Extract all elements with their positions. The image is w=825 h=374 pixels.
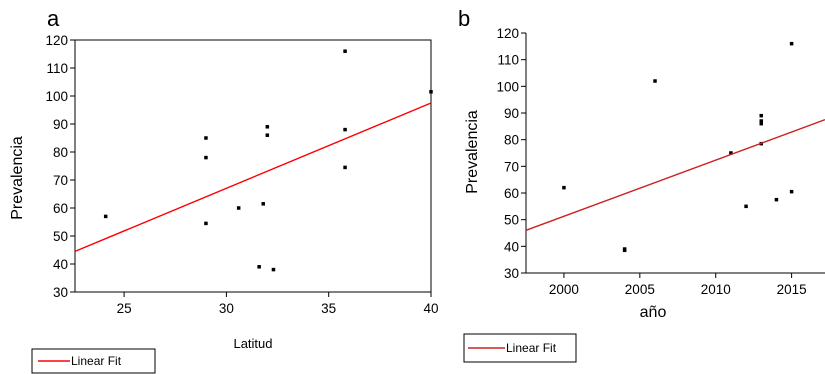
panel-a-y-tick-label: 90 [53, 117, 68, 132]
panel-b-data-point [759, 119, 764, 123]
panel-b-data-point [744, 204, 748, 209]
panel-b-x-tick-label: 2005 [625, 282, 655, 297]
panel-a-data-point [343, 49, 347, 53]
panel-a-y-tick-label: 60 [53, 201, 68, 216]
panel-a-y-tick-label: 70 [53, 173, 68, 188]
panel-a-legend-label: Linear Fit [71, 354, 122, 368]
panel-a-data-point [265, 125, 270, 129]
panel-a-x-tick-label: 35 [321, 301, 336, 316]
panel-a: a Prevalencia Latitud 30 40 50 60 70 80 90 100 1… [9, 6, 439, 374]
panel-b-y-tick-label: 90 [504, 106, 519, 121]
panel-b-x-tick-label: 2000 [549, 282, 579, 297]
panel-a-linear-fit-line [74, 102, 432, 253]
panel-b-y-tick-label: 70 [504, 159, 519, 174]
panel-b-x-axis-title: año [640, 304, 667, 321]
panel-b-data-point [774, 197, 779, 202]
panel-a-data-point [343, 165, 347, 170]
panel-a-plot-frame [74, 39, 432, 293]
panel-a-y-tick-label: 40 [53, 257, 68, 272]
panel-a-data-point [204, 155, 208, 160]
panel-a-data-point [343, 127, 347, 132]
panel-b-y-axis-title: Prevalencia [464, 110, 481, 194]
panel-b-y-tick-label: 40 [504, 239, 519, 254]
panel-b-data-point [622, 248, 627, 253]
panel-b-y-tick-label: 120 [496, 26, 519, 41]
panel-b-data-point [759, 121, 764, 126]
panel-a-data-point [204, 136, 208, 140]
panel-b-linear-fit-line [525, 119, 825, 231]
panel-a-y-tick-label: 50 [53, 229, 68, 244]
panel-a-data-point [103, 214, 108, 219]
panel-b-data-point [759, 113, 764, 118]
panel-a-data-point [261, 202, 265, 206]
panel-b-data-point [789, 189, 794, 194]
panel-a-data-point [271, 267, 276, 272]
panel-a-data-point [236, 206, 241, 210]
panel-a-data-point [429, 90, 433, 94]
panel-b-y-tick-label: 60 [504, 186, 519, 201]
panel-a-y-tick-label: 80 [53, 145, 68, 160]
panel-b-y-tick-label: 30 [504, 266, 519, 281]
panel-a-y-tick-label: 120 [45, 33, 68, 48]
panel-b-data-point [653, 79, 657, 83]
panel-b-x-tick-label: 2015 [777, 282, 807, 297]
panel-a-y-tick-label: 100 [45, 89, 68, 104]
panel-b-legend-label: Linear Fit [506, 341, 557, 355]
panel-a-y-axis-title: Prevalencia [9, 136, 26, 220]
panel-b-y-tick-label: 80 [504, 133, 519, 148]
panel-b-legend: Linear Fit [463, 333, 577, 363]
panel-b-data-point [729, 151, 733, 155]
panel-a-data-point [265, 133, 270, 137]
panel-a-y-tick-label: 30 [53, 285, 68, 300]
panel-b-data-layer: 30 40 50 60 70 80 90 100 110 120 2000 2005 2010 2015 [496, 26, 825, 297]
panel-b-data-point [789, 41, 794, 46]
panel-a-letter: a [47, 6, 60, 31]
panel-a-legend: Linear Fit [31, 348, 156, 374]
panel-a-data-point [257, 265, 261, 269]
panel-a-x-axis-title: Latitud [233, 336, 272, 351]
panel-b-data-point [562, 185, 566, 190]
panel-a-x-tick-label: 30 [219, 301, 234, 316]
panel-a-x-tick-label: 25 [117, 301, 132, 316]
panel-b-y-tick-label: 100 [496, 79, 519, 94]
panel-a-data-point [204, 221, 208, 226]
panel-b-x-tick-label: 2010 [701, 282, 731, 297]
panel-b-y-tick-label: 50 [504, 213, 519, 228]
panel-b-y-tick-label: 110 [497, 53, 519, 68]
panel-b: b Prevalencia año 30 40 50 60 70 80 90 100 110 12… [458, 6, 825, 363]
panel-a-y-tick-label: 110 [46, 61, 68, 76]
panel-b-letter: b [458, 6, 470, 31]
panel-a-data-layer: 30 40 50 60 70 80 90 100 110 120 25 30 35 40 [45, 33, 438, 316]
panel-a-x-tick-label: 40 [423, 301, 438, 316]
